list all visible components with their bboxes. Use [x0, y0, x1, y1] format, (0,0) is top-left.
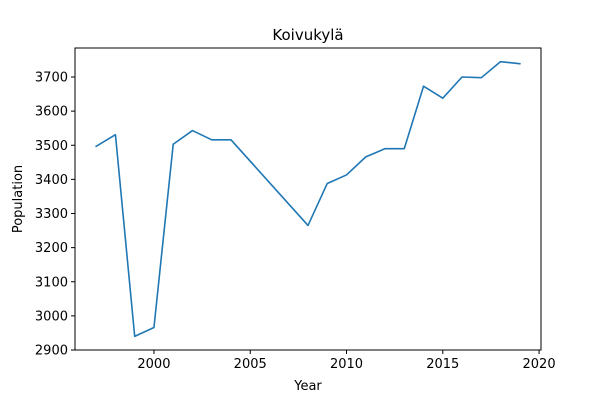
y-axis-label: Population: [11, 165, 26, 233]
y-tick-label: 3200: [35, 241, 68, 256]
x-tick-label: 2000: [137, 357, 170, 372]
x-axis: 2000 2005 2010 2015 2020: [137, 350, 556, 372]
x-tick-label: 2005: [234, 357, 267, 372]
axes-frame: [74, 47, 542, 351]
y-tick-label: 3600: [35, 105, 68, 120]
x-tick-label: 2020: [523, 357, 556, 372]
y-tick-label: 2900: [35, 344, 68, 359]
y-tick-label: 3700: [35, 71, 68, 86]
series-line: [95, 60, 521, 338]
chart-title: Koivukylä: [272, 26, 343, 44]
y-tick-label: 3000: [35, 309, 68, 324]
plot-area: [95, 60, 521, 338]
x-tick-label: 2015: [426, 357, 459, 372]
y-tick-label: 3400: [35, 173, 68, 188]
y-tick-label: 3500: [35, 139, 68, 154]
y-tick-label: 3300: [35, 207, 68, 222]
y-axis: 2900 3000 3100 3200 3300 3400 3500 3600 3700: [35, 71, 75, 359]
x-axis-label: Year: [293, 379, 322, 394]
x-tick-label: 2010: [330, 357, 363, 372]
y-tick-label: 3100: [35, 275, 68, 290]
